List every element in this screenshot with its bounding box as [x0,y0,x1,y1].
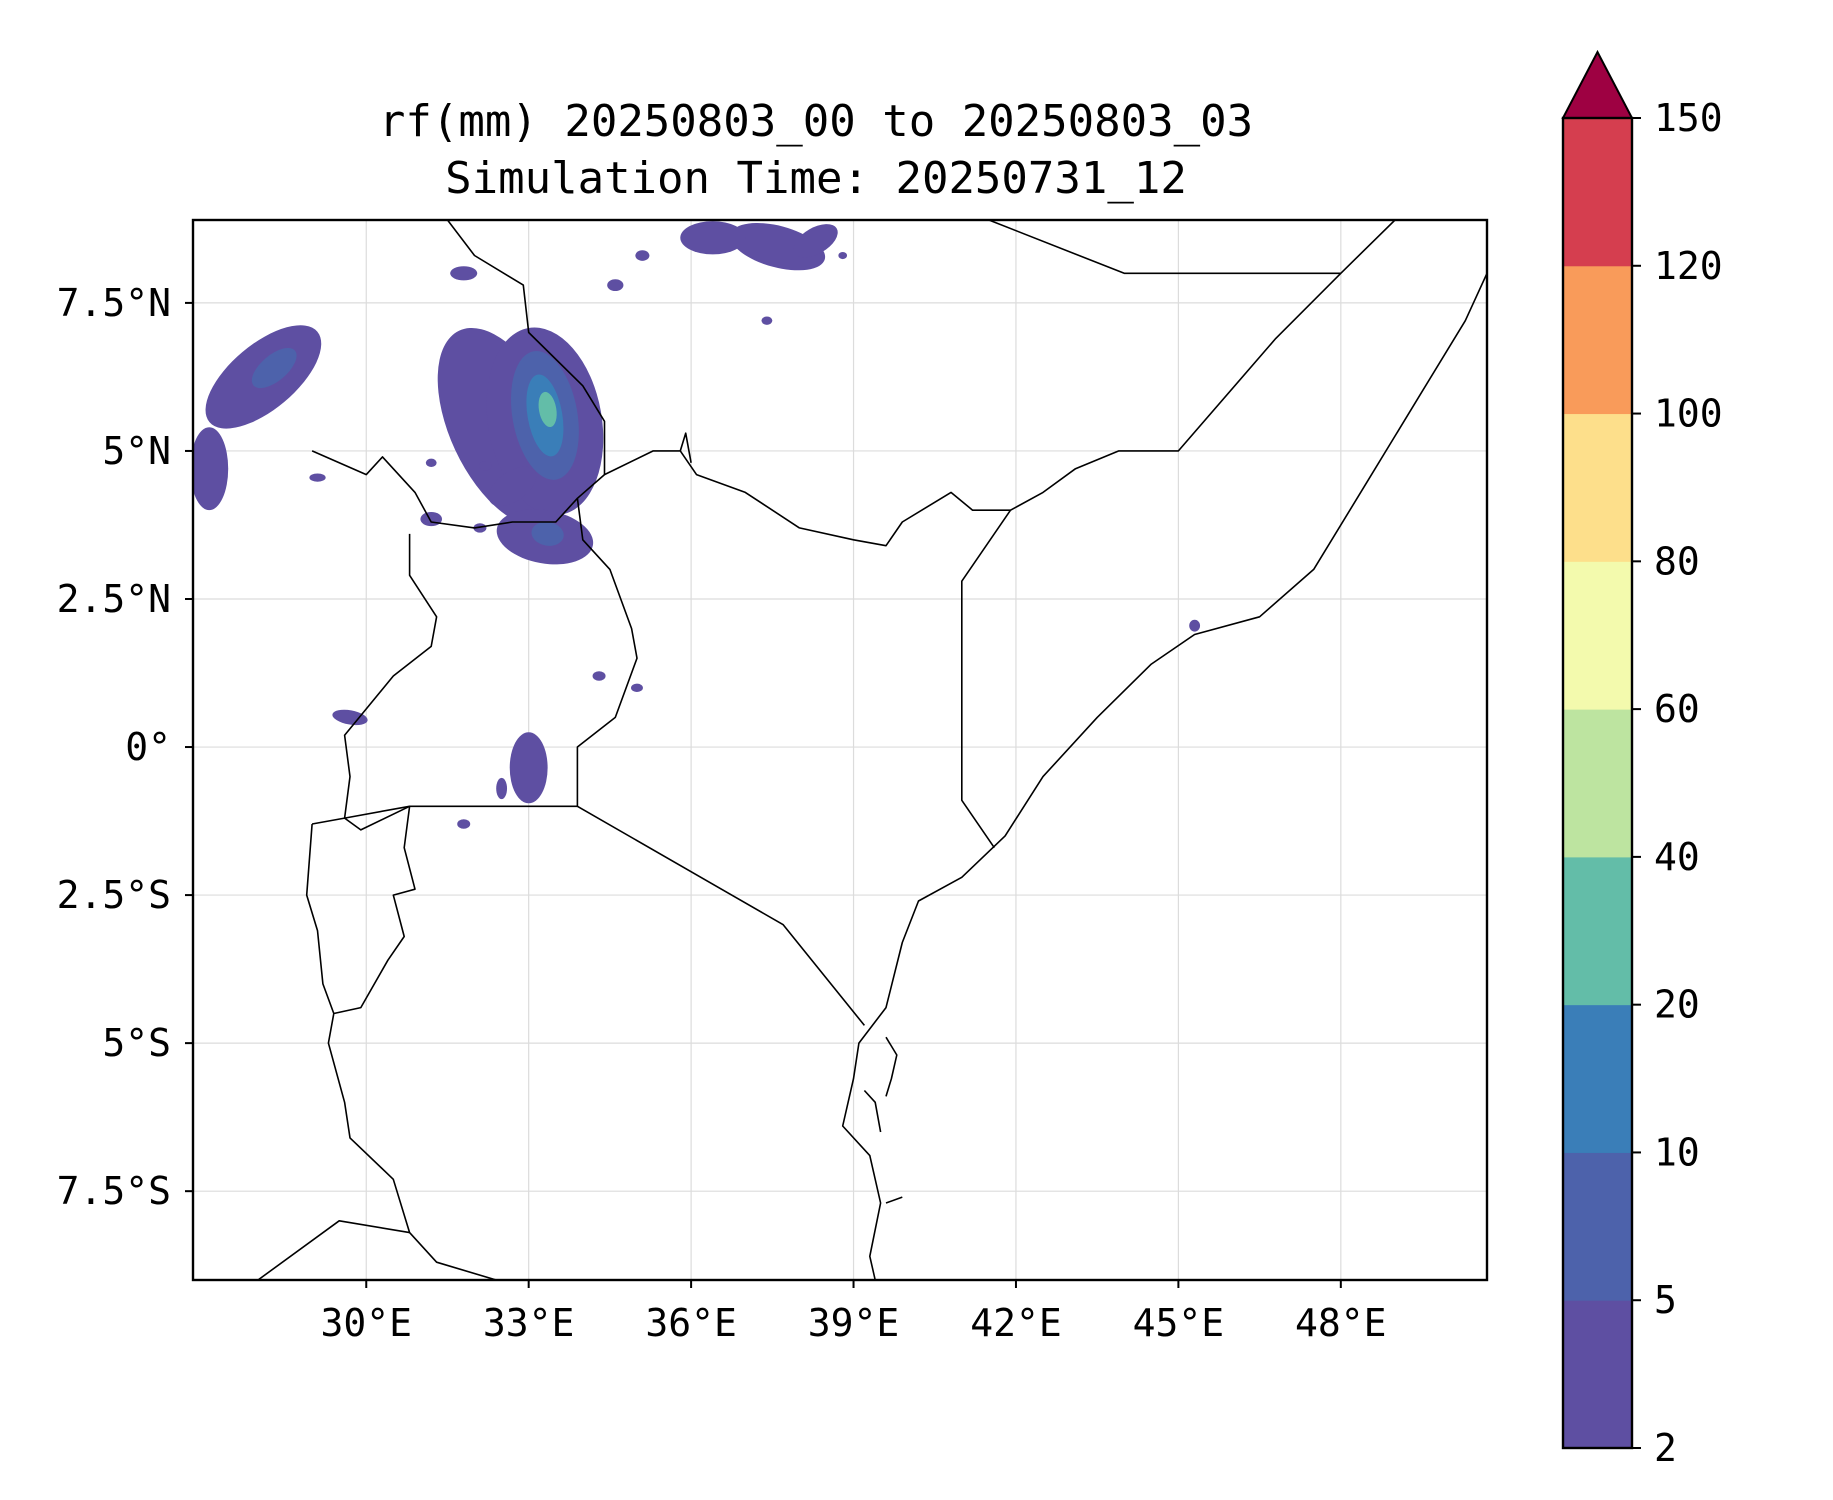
border-line [576,498,638,807]
x-tick-label: 36°E [645,1301,737,1345]
colorbar-tick-label: 100 [1654,392,1723,436]
rain-contour-cell [793,224,838,258]
border-line [961,509,1012,849]
y-tick-label: 2.5°N [57,577,171,621]
rain-contour-cell [631,683,643,692]
colorbar-tick-label: 5 [1654,1278,1677,1322]
border-line [679,432,692,463]
border-line [988,220,1341,275]
border-line [311,450,1011,547]
border-line [305,823,335,1014]
x-tick-label: 39°E [808,1301,900,1345]
border-line [841,272,1487,1280]
y-tick-label: 2.5°S [57,873,171,917]
colorbar-segment [1563,709,1632,858]
rain-contour-cell [488,466,537,507]
y-tick-label: 0° [125,725,171,769]
colorbar: 2 5 10 20 40 60 80 100 120 150 [1561,49,1723,1470]
rain-contour-cell [838,251,848,260]
border-line [343,533,866,1026]
border-line [1010,220,1396,511]
rain-contour-cell [450,266,478,281]
rain-contour-cell [425,458,437,467]
country-borders-and-coastline [257,220,1487,1280]
y-tick-label: 5°S [102,1021,171,1065]
rain-contour-cell [251,347,297,389]
rain-contour-cell [332,709,368,726]
rain-contour-cell [457,819,471,829]
rain-contour-cell [1189,619,1201,632]
colorbar-segment [1563,561,1632,710]
colorbar-segment [1563,1300,1632,1449]
x-tick-label: 42°E [970,1301,1062,1345]
colorbar-segment [1563,265,1632,415]
rain-contour-cell [635,250,650,261]
border-line [885,1036,898,1097]
gridlines [193,220,1487,1280]
colorbar-tick-label: 20 [1654,983,1700,1027]
border-line [257,1220,410,1280]
map-background [193,220,1487,1280]
colorbar-tick-label: 2 [1654,1426,1677,1470]
colorbar-segment [1563,856,1632,1006]
rain-contour-cell [538,391,557,428]
figure-title-line-2: Simulation Time: 20250731_12 [445,153,1187,204]
y-tick-label: 7.5°N [57,281,171,325]
x-tick-label: 33°E [483,1301,575,1345]
rain-contour-cell [193,427,229,511]
colorbar-extend-arrow [1561,49,1634,119]
rain-contour-cell [509,732,548,804]
rain-contour-cell [592,671,606,681]
colorbar-segment [1563,118,1632,267]
rain-contour-cell [761,316,773,325]
rain-contour-cell [680,221,746,255]
border-line [863,1089,882,1133]
x-tick-label: 48°E [1295,1301,1387,1345]
rain-contour-cell [309,473,326,482]
latitude-ticks: 7.5°N 5°N 2.5°N 0° 2.5°S 5°S 7.5°S [57,281,193,1213]
colorbar-tick-label: 120 [1654,244,1723,288]
colorbar-tick-label: 80 [1654,539,1700,583]
colorbar-tick-label: 150 [1654,96,1723,140]
rain-contour-cell [420,511,443,527]
border-line [311,805,497,1280]
figure-title-line-1: rf(mm) 20250803_00 to 20250803_03 [379,96,1253,147]
border-line [885,1196,903,1204]
rain-contour-cell [607,279,624,292]
rain-contour-cell [531,521,564,546]
rainfall-contours [193,221,1201,829]
rain-contour-cell [730,222,826,271]
colorbar-segment [1563,1152,1632,1301]
y-tick-label: 7.5°S [57,1169,171,1213]
map-panel: 30°E 33°E 36°E 39°E 42°E 45°E 48°E 7.5°N 5°N 2.5… [57,218,1489,1345]
rain-contour-cell [473,523,487,533]
border-line [446,220,606,475]
x-tick-label: 45°E [1133,1301,1225,1345]
rain-contour-cell [496,777,508,800]
colorbar-tick-label: 10 [1654,1130,1700,1174]
colorbar-frame [1561,116,1634,1450]
colorbar-tick-label: 60 [1654,687,1700,731]
colorbar-segment [1563,1004,1632,1153]
map-frame [191,218,1489,1282]
longitude-ticks: 30°E 33°E 36°E 39°E 42°E 45°E 48°E [320,1280,1387,1345]
colorbar-tick-label: 40 [1654,835,1700,879]
y-tick-label: 5°N [102,429,171,473]
rain-contour-cell [478,461,492,471]
x-tick-label: 30°E [320,1301,412,1345]
colorbar-segment [1563,413,1632,562]
